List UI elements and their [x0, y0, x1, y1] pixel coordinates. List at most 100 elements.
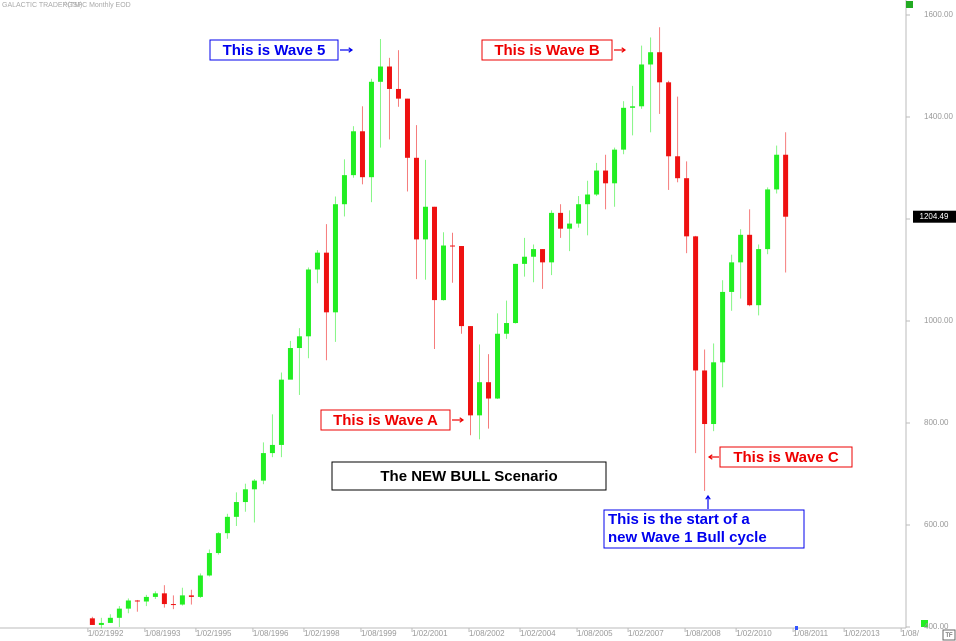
- candle-body: [440, 245, 446, 301]
- candle-body: [89, 618, 95, 625]
- candle-body: [413, 157, 419, 240]
- time-marker: [795, 626, 798, 630]
- annotation-arrowhead: [459, 417, 465, 423]
- candle-body: [702, 370, 708, 425]
- x-tick-label: 1/08/1999: [361, 629, 397, 638]
- candle-body: [323, 252, 329, 313]
- candle-body: [314, 252, 320, 270]
- x-tick-label: 1/02/2001: [412, 629, 448, 638]
- candle-body: [738, 234, 744, 263]
- tf-button[interactable]: [942, 629, 956, 641]
- candle-body: [431, 206, 437, 301]
- candle-body: [522, 256, 528, 264]
- annotation: This is Wave B: [481, 39, 627, 61]
- candle-body: [134, 600, 140, 602]
- candle-body: [720, 291, 726, 363]
- candle-body: [783, 154, 789, 217]
- x-tick-label: 1/02/2013: [844, 629, 880, 638]
- candle-body: [269, 444, 275, 454]
- annotation: This is Wave C: [707, 446, 853, 468]
- y-tick-label: 800.00: [924, 418, 949, 427]
- candle-body: [359, 131, 365, 178]
- annotation-box: [320, 409, 451, 431]
- candle-body: [603, 170, 609, 184]
- candle-body: [368, 81, 374, 178]
- candle-body: [774, 154, 780, 190]
- annotation-text: This is Wave 5: [223, 42, 326, 59]
- annotation-arrowhead: [705, 494, 711, 500]
- candle-body: [377, 66, 383, 82]
- candle-body: [540, 249, 546, 263]
- x-tick-label: 1/08/2011: [793, 629, 829, 638]
- candle-body: [98, 622, 104, 625]
- candle-body: [549, 212, 555, 263]
- annotation-text: This is the start of a: [608, 511, 750, 528]
- candle-body: [143, 596, 149, 602]
- last-price-label: 1204.49: [920, 212, 949, 221]
- x-tick-label: 1/02/2007: [628, 629, 664, 638]
- candle-body: [305, 269, 311, 337]
- x-tick-label: 1/02/2004: [520, 629, 556, 638]
- x-tick-label: 1/02/1995: [196, 629, 232, 638]
- annotation-text: This is Wave C: [733, 449, 838, 466]
- candle-body: [242, 489, 248, 503]
- candle-body: [729, 262, 735, 292]
- candle-body: [576, 204, 582, 224]
- candle-body: [287, 348, 293, 380]
- candle-body: [341, 175, 347, 205]
- corner-icon[interactable]: [906, 1, 913, 8]
- y-tick-label: 600.00: [924, 520, 949, 529]
- candle-body: [260, 453, 266, 481]
- candle-body: [215, 533, 221, 554]
- candle-body: [161, 593, 167, 605]
- x-tick-label: 1/08/2005: [577, 629, 613, 638]
- annotation-text: This is Wave A: [333, 412, 438, 429]
- annotation-text: The NEW BULL Scenario: [380, 468, 557, 485]
- candle-body: [278, 379, 284, 445]
- candle-body: [612, 149, 618, 184]
- annotation-box: [719, 446, 853, 468]
- candle-body: [459, 246, 465, 327]
- candle-body: [468, 326, 474, 416]
- annotation-arrowhead: [348, 47, 354, 53]
- scale-marker: [921, 620, 928, 627]
- candle-body: [404, 98, 410, 158]
- candle-body: [350, 131, 356, 176]
- annotation: The NEW BULL Scenario: [331, 461, 607, 491]
- candle-body: [296, 336, 302, 349]
- candle-body: [486, 382, 492, 399]
- x-tick-label: 1/02/1992: [88, 629, 124, 638]
- candle-body: [594, 170, 600, 195]
- y-tick-label: 1000.00: [924, 316, 953, 325]
- candle-body: [648, 52, 654, 65]
- candle-body: [657, 52, 663, 83]
- candle-body: [765, 189, 771, 250]
- annotation-text: new Wave 1 Bull cycle: [608, 529, 767, 546]
- candle-body: [233, 502, 239, 517]
- candle-body: [630, 106, 636, 108]
- candle-body: [756, 249, 762, 306]
- annotation-arrowhead: [707, 454, 713, 460]
- candle-body: [585, 194, 591, 205]
- candle-body: [477, 382, 483, 416]
- annotation-box: [481, 39, 613, 61]
- annotation: This is Wave A: [320, 409, 465, 431]
- candle-body: [125, 600, 131, 609]
- annotation: This is Wave 5: [209, 39, 354, 61]
- candle-body: [188, 595, 194, 597]
- annotation-box: [331, 461, 607, 491]
- annotation-text: This is Wave B: [494, 42, 599, 59]
- y-tick-label: 1400.00: [924, 112, 953, 121]
- candle-body: [179, 595, 185, 605]
- candle-body: [567, 223, 573, 229]
- candle-body: [684, 178, 690, 237]
- candle-body: [639, 64, 645, 107]
- y-tick-label: 1600.00: [924, 10, 953, 19]
- annotation-arrowhead: [621, 47, 627, 53]
- y-tick-label: 400.00: [924, 622, 949, 631]
- x-tick-label: 1/02/1998: [304, 629, 340, 638]
- candle-body: [495, 333, 501, 399]
- tf-label: TF: [945, 633, 953, 639]
- symbol-label: ^GSPC Monthly EOD: [64, 2, 131, 9]
